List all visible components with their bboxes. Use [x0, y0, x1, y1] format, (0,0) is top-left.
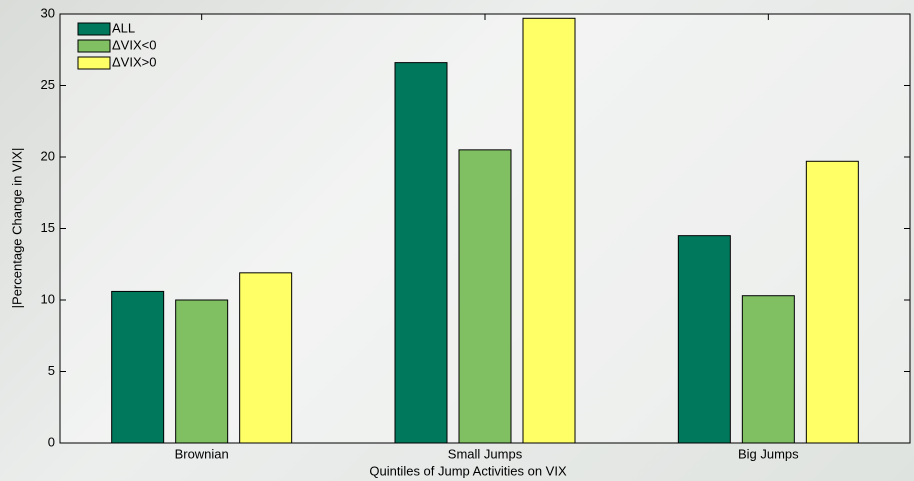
bar	[741, 295, 795, 444]
legend-label: ALL	[112, 20, 135, 35]
bar	[111, 290, 165, 444]
x-tick-label: Small Jumps	[448, 446, 523, 461]
legend-swatch	[77, 22, 111, 36]
x-tick-label: Big Jumps	[738, 446, 799, 461]
bar	[522, 17, 576, 444]
legend-label: ΔVIX<0	[112, 37, 156, 52]
legend-label: ΔVIX>0	[112, 54, 156, 69]
bar	[175, 299, 229, 444]
bar	[458, 149, 512, 444]
y-tick-label: 10	[41, 291, 55, 306]
y-tick-label: 30	[41, 5, 55, 20]
x-tick-label: Brownian	[175, 446, 229, 461]
y-axis-label: |Percentage Change in VIX|	[9, 148, 24, 309]
y-tick-label: 25	[41, 77, 55, 92]
y-tick-label: 15	[41, 220, 55, 235]
y-tick-label: 0	[48, 434, 55, 449]
bar	[805, 160, 859, 444]
legend-swatch	[77, 56, 111, 70]
y-tick-label: 20	[41, 148, 55, 163]
y-tick-label: 5	[48, 363, 55, 378]
bar	[394, 62, 448, 444]
x-axis-label: Quintiles of Jump Activities on VIX	[369, 463, 567, 478]
bar	[239, 272, 293, 444]
legend-swatch	[77, 39, 111, 53]
bar	[677, 235, 731, 444]
